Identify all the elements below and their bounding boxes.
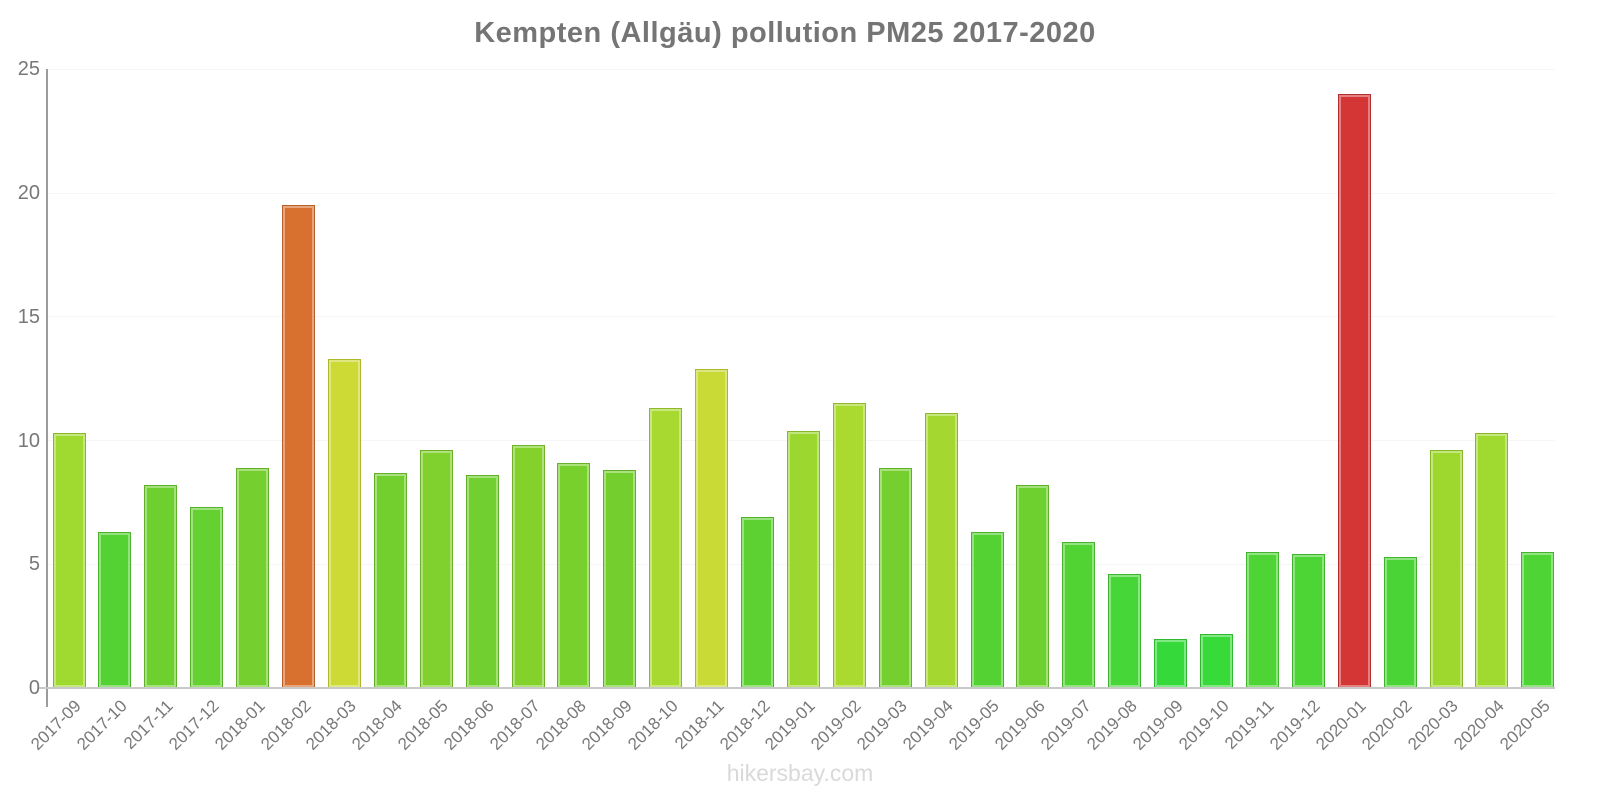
- bar-2020-03: [1429, 450, 1463, 688]
- bar-2018-07: [511, 445, 545, 688]
- bar-2019-07: [1062, 541, 1096, 688]
- y-tick-label: 0: [28, 677, 40, 699]
- bar-2019-05: [970, 532, 1004, 688]
- x-axis-line: [39, 687, 1555, 689]
- bar-2019-09: [1154, 638, 1188, 688]
- bar-2019-03: [878, 467, 912, 688]
- bar-2017-09: [52, 433, 86, 688]
- bar-2019-06: [1016, 485, 1050, 688]
- bar-2018-02: [282, 205, 315, 688]
- bar-2019-12: [1291, 554, 1325, 688]
- bar-2020-02: [1383, 556, 1417, 688]
- bar-2018-05: [419, 450, 453, 688]
- bar-2019-01: [786, 430, 820, 688]
- bar-2018-08: [557, 462, 591, 688]
- bar-2017-10: [98, 532, 132, 688]
- bar-2018-11: [695, 368, 729, 688]
- y-tick-label: 10: [17, 429, 40, 452]
- gridline-25: [47, 68, 1555, 70]
- gridline-15: [47, 316, 1555, 318]
- y-axis-line: [46, 69, 48, 707]
- bar-2020-05: [1521, 551, 1555, 688]
- bar-2019-08: [1108, 574, 1142, 688]
- y-tick-label: 5: [28, 553, 40, 576]
- y-tick-label: 15: [17, 305, 40, 328]
- bar-2017-12: [190, 507, 224, 688]
- bar-2018-12: [741, 517, 774, 688]
- bar-2020-04: [1475, 433, 1509, 688]
- bar-2018-09: [603, 470, 637, 688]
- bar-2018-10: [649, 408, 683, 688]
- bar-2019-11: [1245, 551, 1279, 688]
- bar-2019-02: [832, 403, 866, 688]
- y-tick-label: 20: [17, 182, 40, 204]
- watermark-text: hikersbay.com: [726, 760, 874, 786]
- bar-2017-11: [144, 485, 178, 688]
- bar-2018-06: [465, 475, 499, 688]
- bar-2018-03: [327, 358, 361, 688]
- bar-2019-10: [1200, 633, 1233, 688]
- bar-2019-04: [924, 413, 958, 688]
- gridline-20: [47, 192, 1555, 194]
- y-tick-label: 25: [17, 58, 40, 81]
- bar-2018-04: [373, 472, 407, 688]
- bar-2020-01: [1337, 94, 1371, 688]
- bar-2018-01: [236, 467, 270, 688]
- chart-title: Kempten (Allgäu) pollution PM25 2017-202…: [474, 17, 1096, 49]
